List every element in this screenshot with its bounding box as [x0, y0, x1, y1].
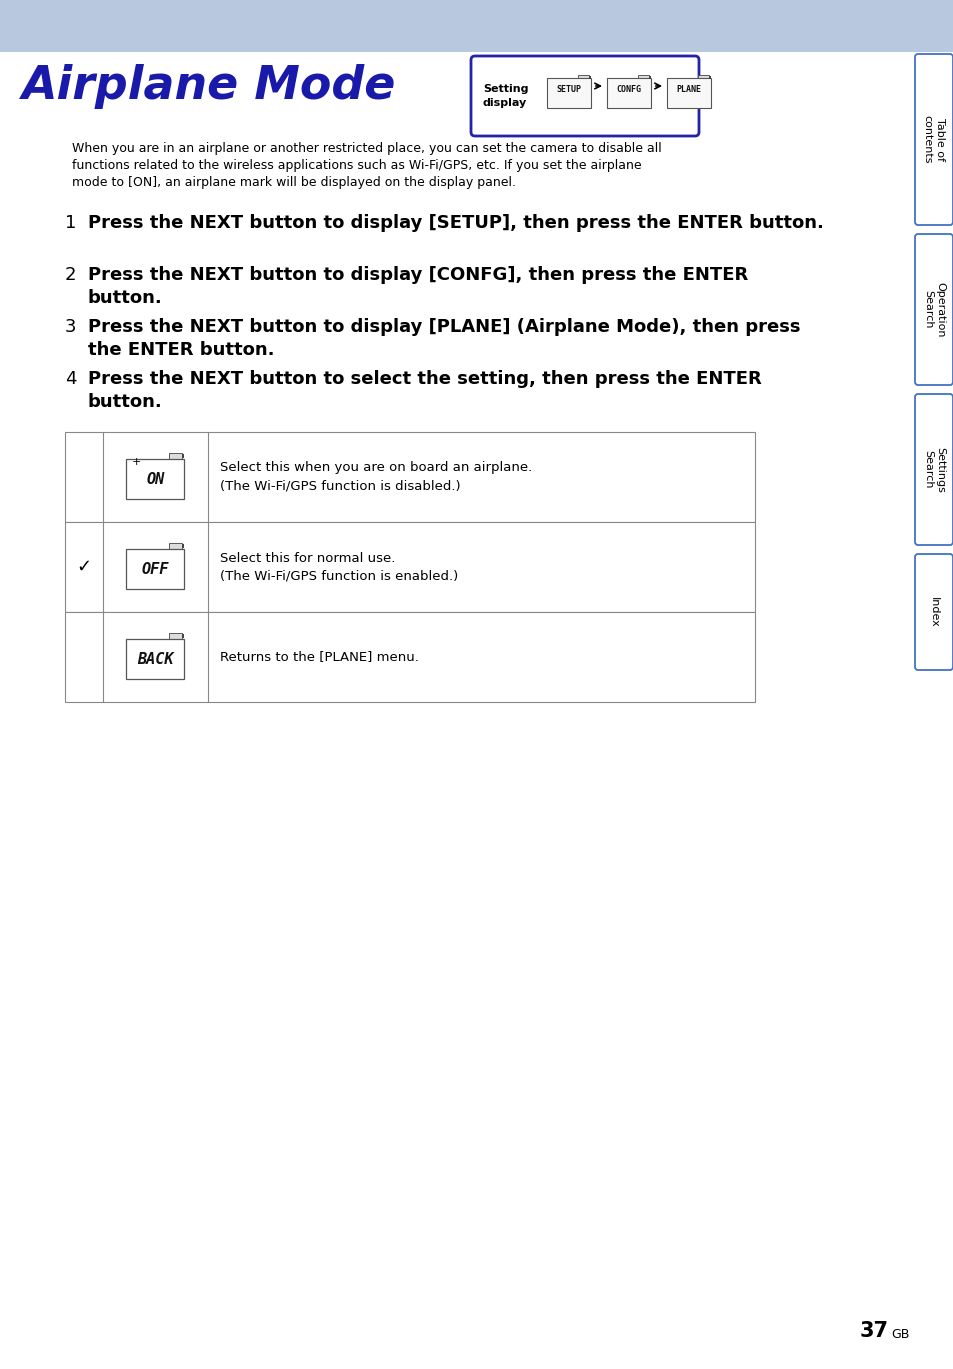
Bar	[698, 75, 708, 79]
Text: When you are in an airplane or another restricted place, you can set the camera : When you are in an airplane or another r…	[71, 142, 661, 155]
Text: Select this for normal use.: Select this for normal use.	[220, 552, 395, 564]
FancyBboxPatch shape	[471, 56, 699, 136]
Text: mode to [ON], an airplane mark will be displayed on the display panel.: mode to [ON], an airplane mark will be d…	[71, 177, 516, 189]
Bar	[170, 543, 182, 549]
Bar	[170, 632, 182, 639]
Text: PLANE: PLANE	[676, 85, 700, 94]
Text: Select this when you are on board an airplane.: Select this when you are on board an air…	[220, 461, 532, 475]
Text: OFF: OFF	[142, 561, 169, 576]
Bar	[588, 77, 590, 79]
Text: Setting
display: Setting display	[482, 85, 528, 108]
Bar	[182, 543, 184, 548]
Text: CONFG: CONFG	[616, 85, 640, 94]
Text: BACK: BACK	[137, 652, 173, 667]
Text: 1: 1	[65, 214, 76, 231]
Text: 37: 37	[859, 1321, 888, 1342]
Bar	[65, 522, 754, 612]
Text: 2: 2	[65, 266, 76, 283]
Bar	[65, 612, 754, 702]
FancyBboxPatch shape	[914, 234, 952, 385]
FancyBboxPatch shape	[914, 53, 952, 225]
Bar	[666, 78, 710, 108]
Text: Press the NEXT button to display [SETUP], then press the ENTER button.: Press the NEXT button to display [SETUP]…	[88, 214, 823, 231]
Bar	[182, 455, 184, 459]
Text: Press the NEXT button to display [CONFG], then press the ENTER
button.: Press the NEXT button to display [CONFG]…	[88, 266, 747, 307]
Text: ✓: ✓	[76, 559, 91, 576]
Bar	[648, 77, 650, 79]
Text: GB: GB	[890, 1328, 908, 1342]
Bar	[606, 78, 650, 108]
Bar	[170, 453, 182, 459]
Text: Press the NEXT button to display [PLANE] (Airplane Mode), then press
the ENTER b: Press the NEXT button to display [PLANE]…	[88, 318, 800, 359]
Bar	[65, 433, 754, 522]
Text: Settings
Search: Settings Search	[922, 446, 944, 493]
Text: Airplane Mode: Airplane Mode	[22, 64, 395, 110]
Text: functions related to the wireless applications such as Wi-Fi/GPS, etc. If you se: functions related to the wireless applic…	[71, 159, 641, 172]
Text: ON: ON	[146, 471, 165, 486]
Bar	[708, 77, 710, 79]
Text: Returns to the [PLANE] menu.: Returns to the [PLANE] menu.	[220, 650, 418, 664]
Text: (The Wi-Fi/GPS function is disabled.): (The Wi-Fi/GPS function is disabled.)	[220, 479, 460, 493]
FancyBboxPatch shape	[914, 554, 952, 669]
Text: +: +	[132, 457, 141, 467]
Bar	[638, 75, 648, 79]
Text: 4: 4	[65, 370, 76, 387]
Text: SETUP: SETUP	[556, 85, 581, 94]
Bar	[127, 639, 184, 679]
Bar	[182, 634, 184, 638]
Text: Table of
contents: Table of contents	[922, 115, 944, 164]
Text: Press the NEXT button to select the setting, then press the ENTER
button.: Press the NEXT button to select the sett…	[88, 370, 760, 411]
Bar	[546, 78, 590, 108]
FancyBboxPatch shape	[914, 394, 952, 545]
Text: Operation
Search: Operation Search	[922, 282, 944, 337]
Text: Index: Index	[928, 597, 938, 627]
Text: (The Wi-Fi/GPS function is enabled.): (The Wi-Fi/GPS function is enabled.)	[220, 570, 457, 582]
Text: 3: 3	[65, 318, 76, 335]
Bar	[127, 549, 184, 589]
Bar	[0, 0, 953, 52]
Bar	[127, 459, 184, 498]
Bar	[578, 75, 588, 79]
